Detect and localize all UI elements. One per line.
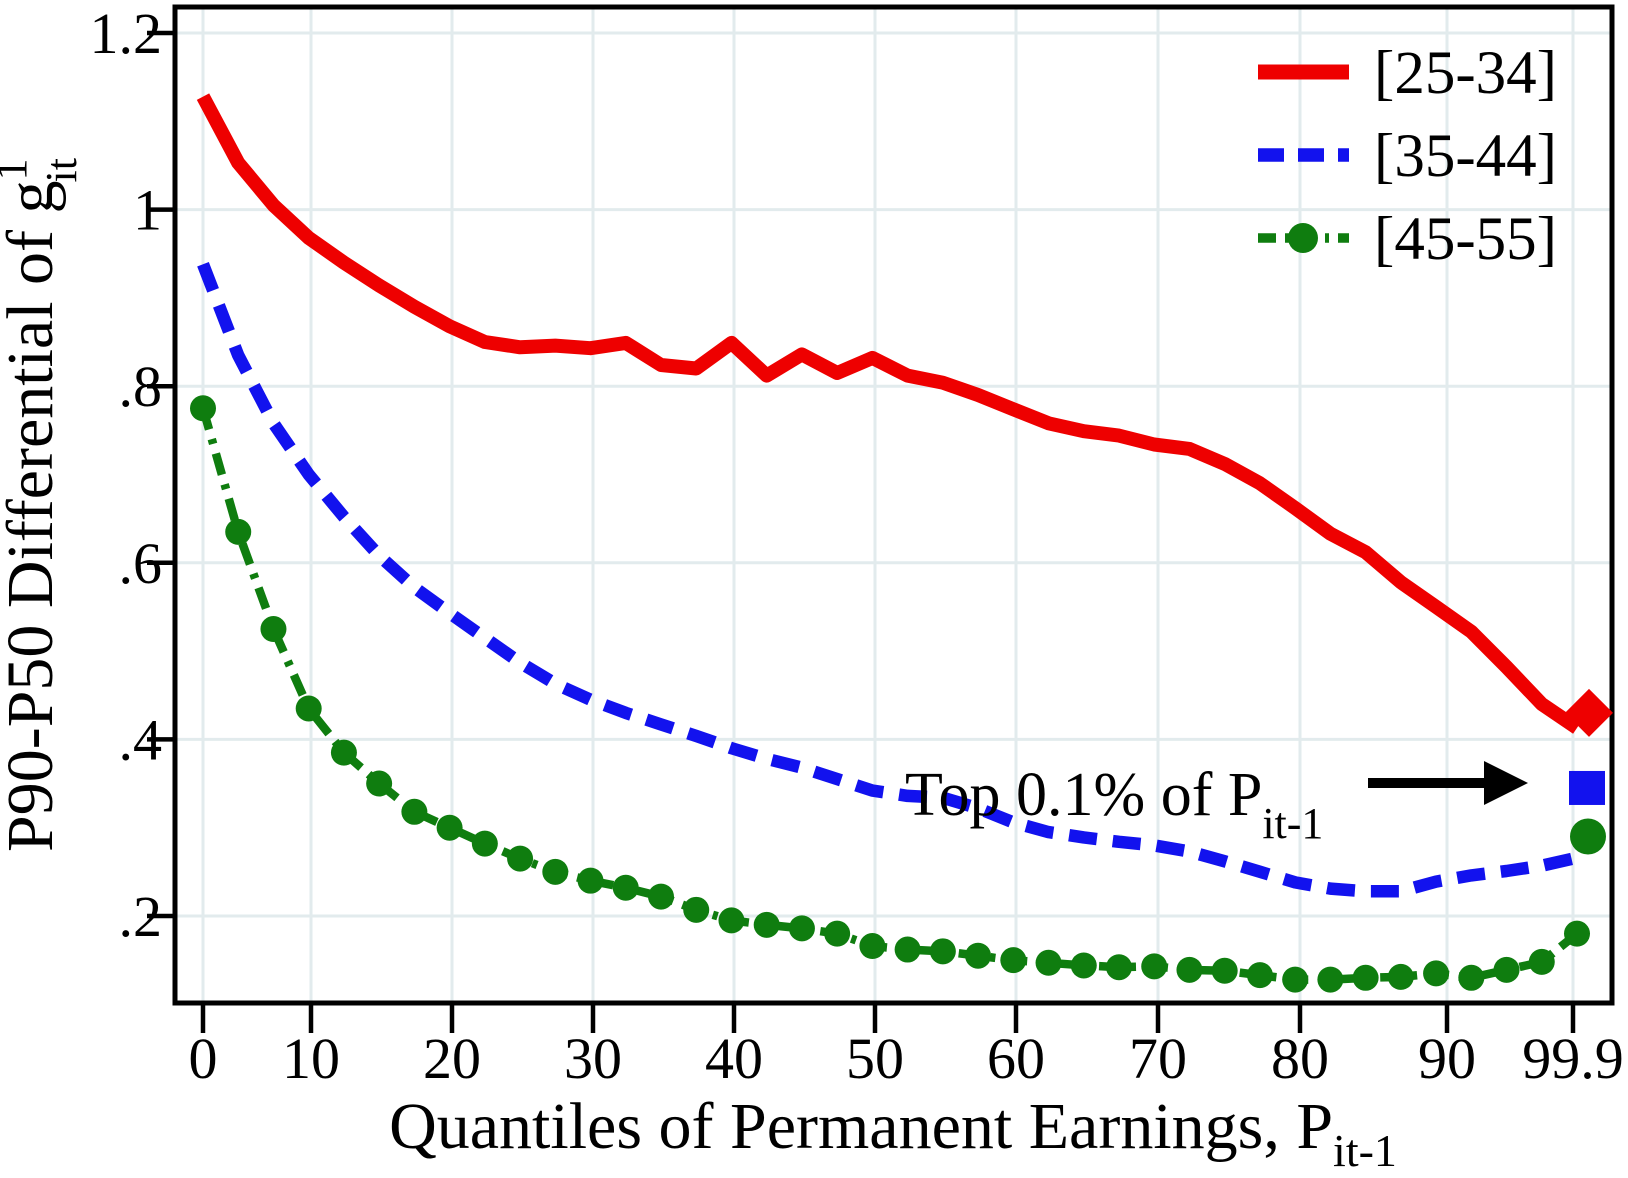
data-point-circle: [330, 739, 357, 766]
data-point-circle: [648, 883, 674, 910]
y-axis-tick-label: 1.2: [90, 1, 163, 66]
data-point-circle: [190, 395, 216, 422]
data-point-circle: [1000, 947, 1027, 974]
data-point-circle: [753, 911, 780, 938]
data-point-circle: [1493, 956, 1520, 983]
x-axis-tick-label: 40: [705, 1026, 763, 1091]
data-point-circle: [1387, 963, 1414, 990]
data-point-circle: [788, 915, 815, 942]
y-axis-tick-label: 1: [133, 178, 162, 243]
x-axis-title: Quantiles of Permanent Earnings, Pit-1: [389, 1090, 1397, 1176]
data-point-circle: [683, 896, 710, 923]
series-line: [198, 407, 1580, 984]
data-point-circle: [1423, 960, 1450, 987]
legend-item-25-34: [25-34]: [1258, 40, 1557, 107]
data-point-circle: [929, 938, 956, 965]
data-point-circle: [1528, 948, 1555, 975]
data-point-circle: [366, 770, 393, 797]
y-axis-title-subscript: it: [37, 158, 86, 182]
annotation-text-subscript: it-1: [1262, 799, 1323, 848]
legend-label: [45-55]: [1374, 206, 1557, 273]
gridlines: [175, 7, 1612, 1003]
annotation-text-main: Top 0.1% of P: [905, 761, 1262, 829]
data-point-circle: [1141, 953, 1168, 980]
data-point-circle: [1246, 962, 1273, 989]
x-axis-tick-label: 60: [987, 1026, 1045, 1091]
data-point-circle: [1106, 954, 1132, 981]
data-point-circle: [577, 867, 604, 894]
data-point-circle: [542, 858, 569, 885]
legend-label: [25-34]: [1374, 40, 1557, 107]
x-axis-tick-label: 80: [1271, 1026, 1329, 1091]
top01-annotation: Top 0.1% of Pit-1: [905, 761, 1528, 848]
y-axis-title: P90-P50 Differential of g1it: [0, 158, 86, 852]
x-axis-title-main: Quantiles of Permanent Earnings, P: [389, 1090, 1333, 1163]
x-axis-tick-label: 20: [423, 1026, 481, 1091]
y-axis-tick-label: .2: [119, 884, 163, 949]
x-axis-tick-label: 0: [189, 1026, 218, 1091]
legend-item-35-44: [35-44]: [1258, 123, 1557, 190]
data-point-circle: [965, 942, 992, 969]
series-line: [197, 262, 1579, 898]
data-point-circle: [1070, 952, 1097, 979]
y-axis-title-main: P90-P50 Differential of g: [0, 180, 67, 852]
data-point-circle: [225, 518, 252, 545]
data-point-circle: [507, 845, 534, 872]
legend-swatch-circle: [1288, 223, 1318, 253]
series-45-55: [190, 395, 1606, 993]
plot-border: [172, 4, 1615, 1006]
data-point-circle: [1352, 964, 1379, 991]
legend-item-45-55: [45-55]: [1258, 206, 1557, 273]
top01-circle-marker: [1570, 818, 1606, 855]
annotation-text: Top 0.1% of Pit-1: [905, 761, 1323, 848]
data-point-circle: [1176, 956, 1203, 983]
y-axis-tick-label: .4: [119, 707, 163, 772]
data-point-circle: [1317, 966, 1344, 993]
x-axis-tick-label: 70: [1129, 1026, 1187, 1091]
data-point-circle: [436, 814, 463, 841]
data-point-circle: [1035, 949, 1062, 976]
data-point-circle: [894, 936, 921, 963]
data-point-circle: [718, 907, 745, 934]
x-axis-tick-label: 10: [282, 1026, 340, 1091]
data-point-circle: [859, 933, 886, 960]
data-point-circle: [401, 798, 428, 825]
legend-label: [35-44]: [1374, 123, 1557, 190]
series-25-34: [196, 93, 1613, 737]
series-35-44: [197, 262, 1605, 898]
data-point-circle: [1211, 957, 1238, 984]
data-point-circle: [260, 616, 287, 643]
y-axis-tick-label: .6: [119, 531, 163, 596]
data-point-circle: [612, 874, 639, 901]
x-axis-tick-label: 99.9: [1522, 1026, 1624, 1091]
x-axis-tick-label: 90: [1418, 1026, 1476, 1091]
legend: [25-34] [35-44] [45-55]: [1258, 40, 1557, 273]
y-axis-title-superscript: 1: [0, 158, 36, 180]
data-point-circle: [1458, 964, 1485, 991]
data-point-circle: [471, 830, 498, 857]
x-axis-title-subscript: it-1: [1333, 1125, 1397, 1176]
top01-diamond-marker: [1565, 688, 1613, 737]
x-axis-tick-label: 30: [564, 1026, 622, 1091]
top01-square-marker: [1569, 770, 1605, 805]
x-axis-tick-label: 50: [846, 1026, 904, 1091]
y-axis-tick-label: .8: [119, 354, 163, 419]
tick-labels: 0 10 20 30 40 50 60 70 80 90 99.9 1.2 1 .8 .6 .4 .2: [90, 1, 1624, 1091]
data-point-circle: [295, 695, 322, 722]
series-line: [196, 93, 1581, 734]
data-point-circle: [1282, 966, 1309, 993]
data-point-circle: [1564, 920, 1590, 947]
data-point-circle: [824, 920, 851, 947]
tick-marks: [147, 30, 1576, 1033]
annotation-arrow-head-icon: [1484, 761, 1528, 805]
